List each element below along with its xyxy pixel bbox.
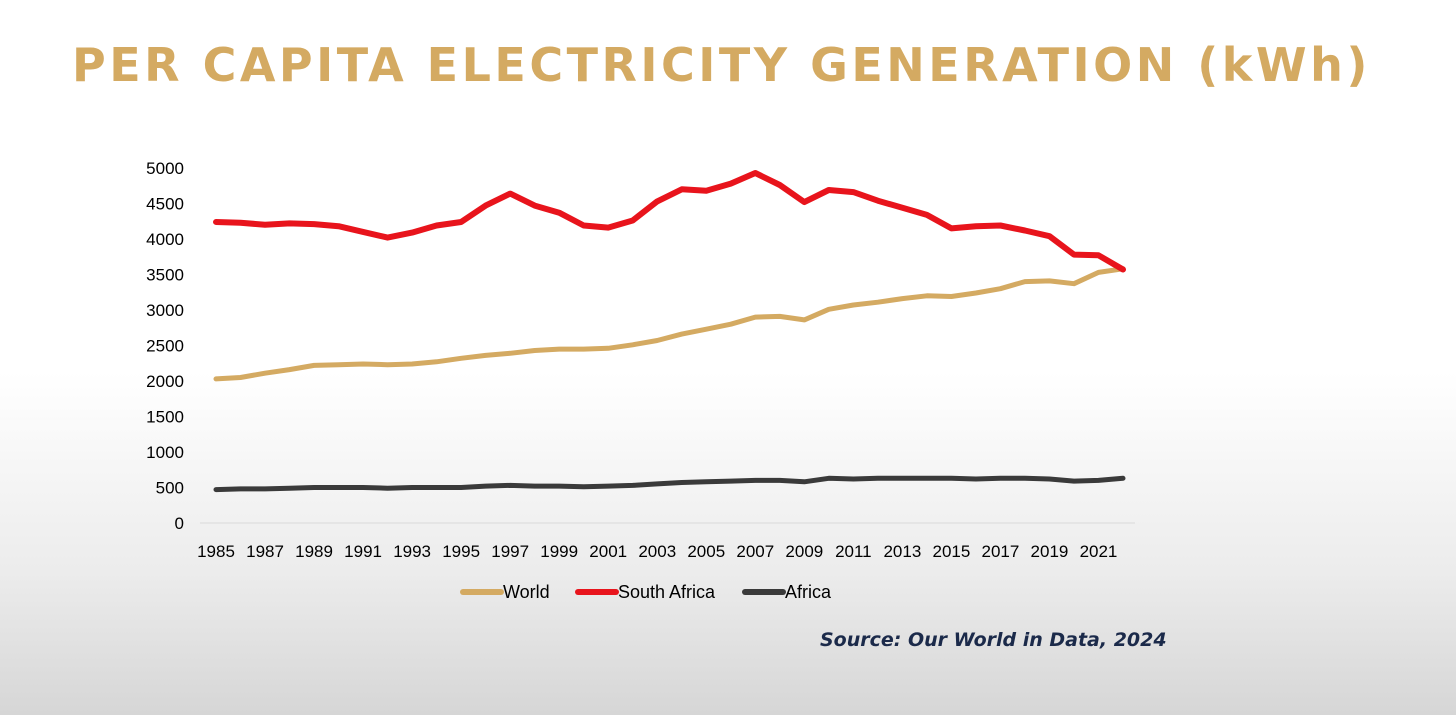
x-tick-label: 2011 [835,542,872,561]
x-tick-label: 1993 [393,542,431,561]
x-axis-ticks: 1985 1987 1989 1991 1993 1995 1997 1999 2001 2003… [197,542,1117,561]
y-tick-label: 1500 [146,408,184,427]
x-tick-label: 1995 [442,542,480,561]
y-tick-label: 1000 [146,443,184,462]
x-tick-label: 1997 [491,542,529,561]
x-tick-label: 2021 [1080,542,1118,561]
legend-label-world: World [503,582,550,602]
x-tick-label: 2003 [638,542,676,561]
x-tick-label: 2009 [785,542,823,561]
legend-label-africa: Africa [785,582,832,602]
legend-label-south-africa: South Africa [618,582,716,602]
y-axis-ticks: 0 500 1000 1500 2000 2500 3000 3500 4000 4500 5000 [146,159,184,533]
x-tick-label: 1985 [197,542,235,561]
y-tick-label: 3000 [146,301,184,320]
y-tick-label: 500 [156,479,184,498]
series-line-africa [213,475,1126,493]
x-tick-label: 1989 [295,542,333,561]
x-tick-label: 1999 [540,542,578,561]
x-tick-label: 2007 [736,542,774,561]
y-tick-label: 0 [175,514,184,533]
x-tick-label: 2005 [687,542,725,561]
source-note: Source: Our World in Data, 2024 [820,629,1167,651]
y-tick-label: 3500 [146,266,184,285]
x-tick-label: 1987 [246,542,284,561]
x-tick-label: 2001 [589,542,627,561]
y-tick-label: 4000 [146,230,184,249]
y-tick-label: 5000 [146,159,184,178]
slide-title: PER CAPITA ELECTRICITY GENERATION (kWh) [72,38,1371,92]
y-tick-label: 2500 [146,337,184,356]
series-line-world [213,266,1126,382]
x-tick-label: 2019 [1031,542,1069,561]
series-line-south-africa [213,170,1126,273]
series-lines [213,170,1126,493]
x-tick-label: 2013 [883,542,921,561]
x-tick-label: 1991 [344,542,382,561]
y-tick-label: 4500 [146,195,184,214]
x-tick-label: 2015 [932,542,970,561]
legend: World South Africa Africa [460,582,832,602]
x-tick-label: 2017 [982,542,1020,561]
y-tick-label: 2000 [146,372,184,391]
